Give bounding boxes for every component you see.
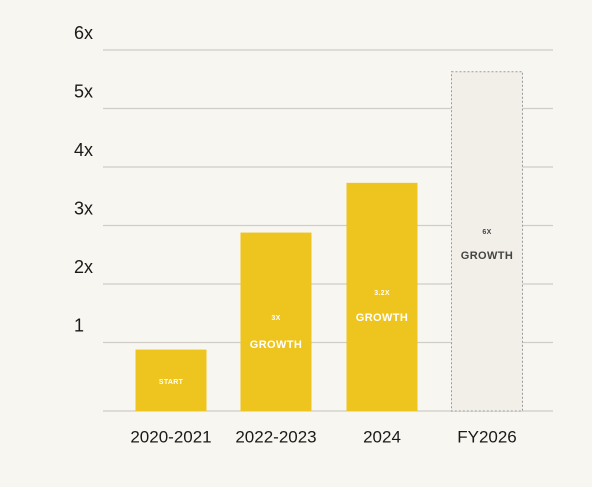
y-tick-label: 3x: [74, 198, 93, 218]
x-axis-ticks: 2020-2021 2022-2023 2024 FY2026: [130, 427, 516, 446]
x-tick-label: 2020-2021: [130, 427, 211, 446]
bar-projected: [451, 71, 523, 412]
y-tick-label: 4x: [74, 140, 93, 160]
bar: [240, 232, 312, 411]
y-axis-ticks: 1 2x 3x 4x 5x 6x: [74, 23, 93, 336]
y-tick-label: 2x: [74, 257, 93, 277]
bar-label-growth: GROWTH: [461, 250, 514, 262]
bars: [135, 71, 523, 412]
x-tick-label: 2024: [363, 427, 401, 446]
bar-label-multiplier: 3.2X: [374, 290, 390, 297]
gridlines: [103, 49, 553, 412]
bar-label-multiplier: 3X: [271, 315, 280, 322]
bar-label-multiplier: START: [159, 379, 184, 386]
y-tick-label: 1: [74, 315, 84, 335]
bar-label-growth: GROWTH: [250, 339, 303, 351]
bar-labels: START 3X GROWTH 3.2X GROWTH 6X GROWTH: [159, 229, 513, 386]
y-tick-label: 6x: [74, 23, 93, 43]
bar: [346, 182, 418, 411]
x-tick-label: FY2026: [457, 427, 517, 446]
x-tick-label: 2022-2023: [235, 427, 316, 446]
y-tick-label: 5x: [74, 81, 93, 101]
bar-label-multiplier: 6X: [482, 229, 491, 236]
bar-label-growth: GROWTH: [356, 312, 409, 324]
bar: [135, 349, 207, 411]
